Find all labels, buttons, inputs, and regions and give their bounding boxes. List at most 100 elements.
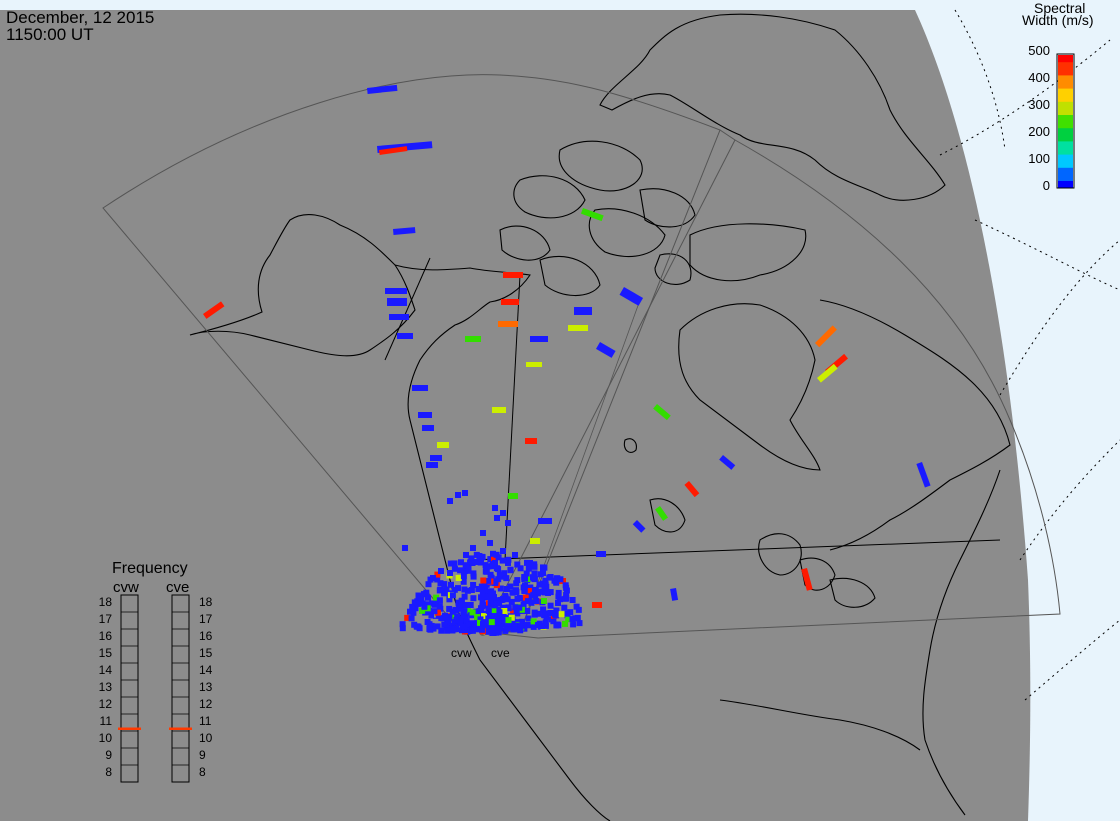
scatter-cell — [492, 560, 498, 566]
scatter-cell — [477, 616, 484, 623]
scatter-cell — [469, 620, 476, 627]
frequency-box — [171, 594, 190, 783]
colorbar-tick-label: 400 — [1028, 70, 1050, 85]
scatter-cell — [491, 556, 497, 563]
scatter-cell — [568, 325, 588, 331]
scatter-cell — [487, 592, 494, 599]
scatter-cell — [449, 625, 456, 632]
scatter-cell — [497, 585, 504, 592]
scatter-cell — [916, 462, 931, 488]
scatter-cell — [564, 610, 571, 617]
frequency-scale-label: 15 — [98, 646, 112, 660]
scatter-cell — [451, 586, 458, 593]
colorbar-segment — [1058, 167, 1073, 170]
scatter-cell — [514, 595, 521, 602]
scatter-cell — [453, 606, 460, 613]
scatter-cell — [541, 564, 548, 571]
scatter-cell — [499, 616, 506, 623]
scatter-cell — [554, 575, 561, 582]
scatter-cell — [479, 599, 486, 606]
colorbar-segment — [1058, 85, 1073, 89]
colorbar — [1056, 53, 1075, 189]
scatter-cell — [538, 518, 552, 524]
scatter-cell — [468, 587, 475, 593]
scatter-cell — [479, 553, 486, 560]
scatter-cell — [470, 545, 476, 551]
scatter-cell — [487, 556, 494, 563]
colorbar-segment — [1058, 72, 1073, 76]
scatter-cell — [548, 610, 554, 616]
frequency-scale-label: 9 — [199, 748, 206, 762]
scatter-cell — [454, 613, 461, 620]
scatter-cell — [503, 272, 523, 278]
scatter-cell — [524, 608, 531, 614]
scatter-cell — [561, 604, 568, 611]
scatter-cell — [437, 580, 444, 587]
scatter-cell — [522, 582, 528, 589]
colorbar-segment — [1058, 74, 1073, 78]
scatter-cell — [431, 608, 438, 615]
scatter-cell — [531, 563, 538, 570]
scatter-cell — [425, 581, 432, 588]
scatter-cell — [492, 598, 498, 605]
scatter-cell — [430, 575, 436, 581]
scatter-cell — [460, 611, 467, 618]
scatter-cell — [457, 601, 464, 608]
frequency-scale-label: 8 — [199, 765, 206, 779]
scatter-cell — [517, 623, 524, 630]
scatter-cell — [441, 621, 448, 628]
scatter-cell — [525, 565, 532, 572]
colorbar-segment — [1058, 70, 1073, 74]
scatter-cell — [490, 626, 497, 633]
date-label: December, 12 2015 — [6, 8, 155, 27]
scatter-cell — [470, 573, 477, 580]
scatter-cell — [558, 611, 565, 618]
scatter-cell — [470, 582, 477, 588]
scatter-cell — [446, 605, 453, 612]
graticule-dotted — [939, 9, 1120, 701]
scatter-cell — [522, 594, 529, 601]
scatter-cell — [478, 594, 484, 601]
scatter-cell — [512, 552, 518, 558]
scatter-cell — [490, 607, 497, 614]
scatter-cell — [513, 608, 520, 615]
scatter-cell — [492, 505, 498, 511]
scatter-cell — [548, 616, 555, 623]
scatter-cell — [575, 606, 582, 613]
scatter-cell — [592, 602, 602, 608]
scatter-cell — [496, 600, 503, 607]
scatter-cell — [448, 581, 454, 588]
globe-surface — [0, 10, 1031, 821]
scatter-cell — [521, 625, 528, 632]
scatter-cell — [483, 564, 490, 571]
colorbar-segment — [1058, 107, 1073, 111]
scatter-cell — [495, 629, 502, 636]
scatter-cell — [462, 490, 468, 496]
scatter-cell — [397, 333, 413, 339]
scatter-cell — [553, 607, 560, 614]
scatter-cell — [446, 596, 453, 603]
colorbar-tick-label: 100 — [1028, 151, 1050, 166]
frequency-scale-label: 16 — [199, 629, 213, 643]
scatter-cell — [514, 561, 521, 568]
scatter-cell — [482, 593, 489, 600]
scatter-cell — [479, 626, 486, 633]
colorbar-tick-label: 200 — [1028, 124, 1050, 139]
scatter-cell — [469, 609, 476, 616]
colorbar-segment — [1058, 83, 1073, 87]
colorbar-segment — [1058, 149, 1073, 153]
scatter-cell — [520, 601, 527, 608]
scatter-cell — [441, 590, 448, 597]
colorbar-segment — [1058, 116, 1073, 120]
frequency-scale-label: 11 — [99, 714, 112, 728]
scatter-cell — [484, 622, 491, 629]
colorbar-segment — [1058, 55, 1073, 58]
scatter-cell — [463, 552, 469, 558]
colorbar-segment — [1058, 68, 1073, 71]
scatter-cell — [505, 560, 511, 566]
scatter-cell — [409, 603, 416, 610]
scatter-cell — [505, 617, 512, 624]
colorbar-segment — [1058, 118, 1073, 122]
colorbar-unit: Width (m/s) — [1022, 12, 1094, 28]
